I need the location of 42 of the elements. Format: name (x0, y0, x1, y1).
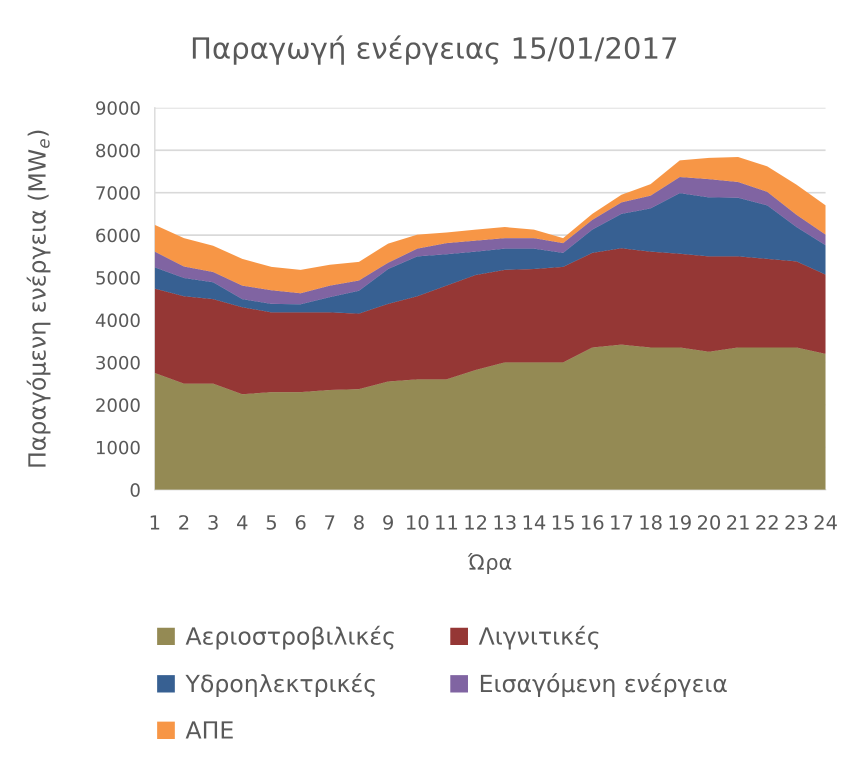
x-tick-label: 11 (436, 515, 458, 530)
x-tick-label: 2 (179, 515, 188, 530)
y-tick-label: 4000 (96, 313, 140, 328)
legend-label: Λιγνιτικές (478, 626, 598, 650)
x-tick-label: 15 (552, 515, 574, 530)
legend-label: Εισαγόμενη ενέργεια (480, 673, 727, 697)
x-tick-label: 13 (494, 515, 516, 530)
x-tick-label: 23 (785, 515, 808, 530)
x-tick-label: 21 (727, 515, 749, 530)
x-tick-label: 1 (150, 515, 160, 530)
chart-title: Παραγωγή ενέργειας 15/01/2017 (192, 35, 676, 65)
y-tick-label: 8000 (96, 144, 140, 158)
y-tick-label: 6000 (96, 228, 140, 242)
x-tick-label: 7 (325, 515, 334, 530)
x-tick-label: 10 (407, 515, 428, 530)
x-tick-label: 9 (383, 515, 393, 530)
y-tick-label: 1000 (96, 440, 140, 454)
y-tick-label: 7000 (96, 186, 140, 200)
legend-label: Αεριοστροβιλικές (186, 626, 394, 650)
legend-label: Υδροηλεκτρικές (185, 673, 375, 697)
x-tick-label: 19 (670, 515, 691, 530)
x-tick-label: 6 (296, 515, 306, 530)
x-tick-label: 3 (208, 515, 218, 530)
x-tick-label: 20 (698, 515, 720, 530)
x-tick-label: 22 (756, 515, 778, 530)
y-axis-title: Παραγόμενη ενέργεια (MW$_{e}$) (26, 130, 50, 467)
x-tick-label: 18 (640, 515, 662, 530)
legend-label: ΑΠΕ (186, 721, 233, 739)
x-tick-label: 8 (354, 515, 364, 530)
y-tick-label: 3000 (96, 356, 140, 370)
x-tick-label: 17 (611, 515, 632, 530)
y-tick-label: 0 (130, 483, 140, 497)
x-tick-label: 5 (266, 515, 276, 530)
x-tick-label: 12 (465, 515, 486, 530)
x-tick-label: 24 (814, 515, 837, 530)
x-tick-label: 16 (582, 515, 604, 530)
x-tick-label: 14 (524, 515, 546, 530)
y-tick-label: 9000 (96, 101, 140, 115)
x-tick-label: 4 (237, 515, 248, 530)
y-tick-label: 2000 (96, 398, 140, 412)
x-axis-title: Ώρα (468, 552, 512, 574)
y-tick-label: 5000 (96, 271, 140, 285)
